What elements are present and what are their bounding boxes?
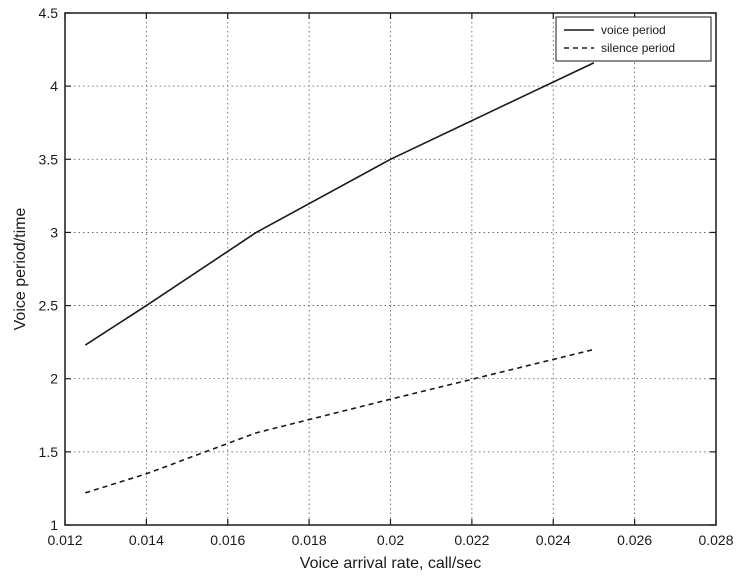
series-line-voice-period xyxy=(84,62,595,346)
x-tick-label: 0.014 xyxy=(129,532,164,548)
x-tick-label: 0.012 xyxy=(47,532,82,548)
x-tick-label: 0.026 xyxy=(617,532,652,548)
x-tick-label: 0.022 xyxy=(454,532,489,548)
y-axis-label: Voice period/time xyxy=(12,208,29,331)
x-axis-label: Voice arrival rate, call/sec xyxy=(300,555,481,572)
x-tick-label: 0.028 xyxy=(698,532,733,548)
y-tick-label: 2 xyxy=(50,371,58,387)
tick-labels: 0.012 0.014 0.016 0.018 0.02 0.022 0.024 0.026 0… xyxy=(39,5,734,548)
x-tick-label: 0.018 xyxy=(292,532,327,548)
axis-ticks xyxy=(64,12,717,526)
legend-box xyxy=(555,16,712,62)
series-line-silence-period xyxy=(85,348,595,494)
legend-label: silence period xyxy=(601,41,675,55)
y-tick-label: 2.5 xyxy=(39,298,59,314)
grid-lines xyxy=(65,13,716,525)
legend: voice period silence period xyxy=(555,16,712,62)
y-tick-label: 4 xyxy=(50,78,58,94)
y-tick-label: 1.5 xyxy=(39,444,59,460)
y-tick-label: 4.5 xyxy=(39,5,59,21)
x-tick-label: 0.02 xyxy=(377,532,404,548)
y-tick-label: 3.5 xyxy=(39,151,59,167)
y-tick-label: 3 xyxy=(50,224,58,240)
x-tick-label: 0.016 xyxy=(210,532,245,548)
x-tick-label: 0.024 xyxy=(536,532,571,548)
y-tick-label: 1 xyxy=(50,517,58,533)
legend-label: voice period xyxy=(601,23,666,37)
series-lines xyxy=(84,62,595,494)
